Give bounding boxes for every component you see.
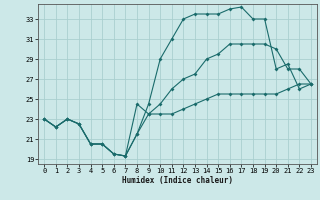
X-axis label: Humidex (Indice chaleur): Humidex (Indice chaleur)	[122, 176, 233, 185]
